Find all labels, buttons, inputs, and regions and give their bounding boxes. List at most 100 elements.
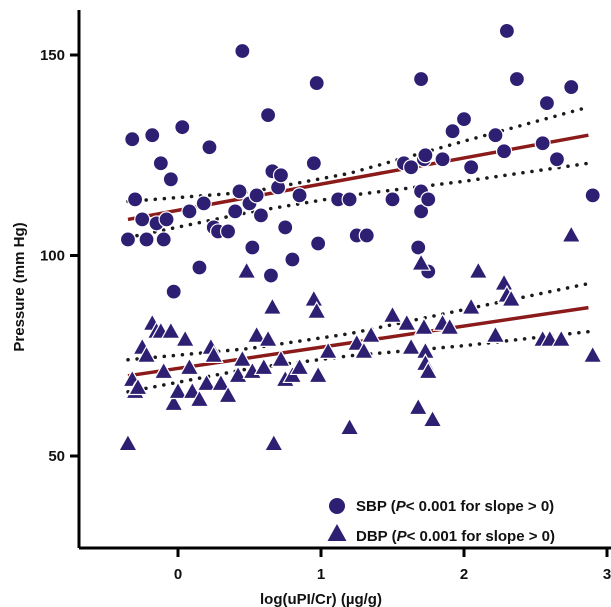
sbp-point bbox=[584, 187, 601, 204]
sbp-point bbox=[174, 119, 191, 136]
x-tick-label-1: 1 bbox=[317, 566, 325, 583]
sbp-point bbox=[252, 207, 270, 224]
dbp-point bbox=[308, 365, 329, 384]
legend-marker-circle bbox=[329, 498, 345, 514]
sbp-point bbox=[495, 143, 513, 160]
sbp-point bbox=[165, 283, 182, 300]
dbp-point bbox=[396, 312, 417, 331]
dbp-point bbox=[408, 397, 429, 416]
sbp-point bbox=[291, 187, 308, 204]
sbp-point bbox=[548, 151, 566, 168]
sbp-ci-upper-line bbox=[126, 105, 591, 204]
dbp-point bbox=[501, 288, 522, 307]
sbp-point bbox=[244, 239, 261, 256]
sbp-point bbox=[262, 267, 280, 284]
dbp-point bbox=[136, 345, 157, 363]
dbp-point bbox=[306, 300, 327, 319]
dbp-point bbox=[236, 260, 257, 279]
axis-ticks: 50 100 150 0 1 2 3 bbox=[40, 47, 611, 583]
dbp-point bbox=[196, 373, 217, 392]
sbp-point bbox=[119, 231, 137, 248]
dbp-point bbox=[318, 341, 339, 359]
dbp-point bbox=[353, 341, 374, 359]
sbp-point bbox=[181, 203, 198, 220]
dbp-point bbox=[160, 320, 181, 339]
dbp-point bbox=[117, 433, 138, 452]
dbp-point bbox=[210, 373, 231, 392]
sbp-point bbox=[284, 251, 301, 268]
dbp-point bbox=[163, 393, 184, 412]
sbp-point bbox=[508, 70, 526, 88]
sbp-point bbox=[144, 127, 161, 144]
dbp-point bbox=[468, 260, 489, 279]
dbp-point bbox=[203, 345, 224, 363]
dbp-point bbox=[582, 345, 603, 363]
sbp-point bbox=[138, 231, 155, 248]
dbp-point bbox=[339, 417, 360, 436]
dbp-ci-lower-line bbox=[126, 329, 591, 394]
sbp-point bbox=[127, 191, 144, 208]
sbp-point bbox=[231, 183, 248, 200]
dbp-point bbox=[263, 433, 284, 452]
legend-label-dbp-p: P bbox=[397, 528, 408, 545]
dbp-point bbox=[361, 324, 382, 343]
dbp-point bbox=[411, 252, 432, 271]
legend-label-dbp-prefix: DBP ( bbox=[356, 528, 397, 545]
dbp-point bbox=[289, 357, 310, 376]
legend-marker-triangle bbox=[327, 524, 347, 541]
sbp-point bbox=[219, 223, 237, 240]
sbp-point bbox=[310, 235, 327, 252]
dbp-point bbox=[167, 381, 189, 400]
y-axis-label: Pressure (mm Hg) bbox=[11, 222, 28, 351]
sbp-point bbox=[155, 231, 172, 248]
dbp-point bbox=[218, 385, 239, 404]
dbp-point bbox=[253, 357, 274, 376]
dbp-point bbox=[561, 224, 582, 243]
y-tick-label-50: 50 bbox=[48, 448, 65, 465]
dbp-point bbox=[382, 304, 403, 323]
y-tick-label-100: 100 bbox=[40, 248, 65, 265]
sbp-point bbox=[498, 22, 515, 40]
dbp-point bbox=[485, 324, 506, 343]
sbp-point bbox=[134, 211, 151, 228]
dbp-point bbox=[401, 337, 422, 355]
dbp-point bbox=[258, 328, 279, 347]
sbp-point bbox=[434, 151, 451, 168]
sbp-point bbox=[384, 191, 401, 208]
dbp-point bbox=[246, 324, 267, 343]
x-tick-label-3: 3 bbox=[603, 566, 611, 583]
dbp-point bbox=[179, 357, 200, 376]
dbp-point bbox=[270, 349, 292, 368]
data-points bbox=[117, 22, 603, 452]
dbp-point bbox=[153, 361, 174, 380]
sbp-point bbox=[358, 227, 375, 244]
sbp-point bbox=[341, 191, 358, 208]
legend-label-sbp-suffix: < 0.001 for slope > 0) bbox=[406, 498, 554, 515]
sbp-point bbox=[538, 95, 556, 112]
sbp-point bbox=[277, 219, 294, 236]
sbp-point bbox=[201, 139, 218, 156]
legend: SBP (P< 0.001 for slope > 0) DBP (P < 0.0… bbox=[327, 498, 555, 545]
y-tick-label-150: 150 bbox=[40, 47, 65, 64]
legend-label-sbp: SBP (P< 0.001 for slope > 0) bbox=[356, 498, 554, 515]
dbp-point bbox=[189, 389, 210, 408]
dbp-point bbox=[418, 361, 439, 380]
sbp-point bbox=[487, 127, 504, 144]
sbp-point bbox=[413, 203, 430, 220]
sbp-point bbox=[191, 259, 208, 276]
sbp-point bbox=[563, 78, 580, 96]
dbp-point bbox=[439, 316, 460, 335]
sbp-point bbox=[272, 167, 290, 184]
dbp-point bbox=[413, 316, 435, 335]
sbp-point bbox=[124, 131, 141, 148]
sbp-point bbox=[158, 211, 175, 228]
sbp-point bbox=[413, 70, 430, 88]
sbp-point bbox=[305, 155, 322, 172]
sbp-point bbox=[417, 147, 434, 164]
x-tick-label-0: 0 bbox=[174, 566, 182, 583]
x-tick-label-2: 2 bbox=[460, 566, 468, 583]
sbp-point bbox=[162, 171, 179, 188]
sbp-point bbox=[234, 42, 251, 60]
sbp-point bbox=[248, 187, 265, 204]
